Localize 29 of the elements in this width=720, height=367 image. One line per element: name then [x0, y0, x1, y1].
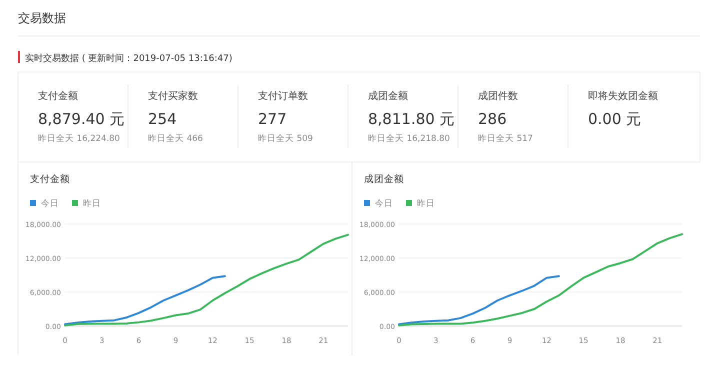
text: 254 — [148, 110, 177, 128]
chart-title: 支付金额 — [30, 173, 70, 185]
text: 286 — [478, 110, 507, 128]
text: 成团件数 — [478, 90, 518, 102]
line-series — [398, 275, 560, 326]
text: 交易数据 — [18, 11, 66, 25]
text: 昨日全天 509 — [258, 133, 313, 144]
text: 实时交易数据 ( 更新时间：2019-07-05 13:16:47) — [25, 53, 232, 64]
text: 277 — [258, 110, 287, 128]
text: 支付金额 — [38, 90, 78, 102]
text: 8,811.80 元 — [368, 110, 455, 128]
text: 8,879.40 元 — [38, 110, 125, 128]
text: 支付订单数 — [258, 90, 308, 102]
legend-label: 昨日 — [417, 198, 435, 209]
text: 昨日全天 466 — [148, 133, 203, 144]
text: 昨日全天 16,218.80 — [368, 133, 450, 144]
line-series — [398, 233, 683, 326]
text: 昨日全天 16,224.80 — [38, 133, 120, 144]
text: 即将失效团金额 — [588, 90, 658, 102]
legend-label: 今日 — [41, 198, 59, 209]
legend-label: 今日 — [375, 198, 393, 209]
text: 昨日全天 517 — [478, 133, 533, 144]
text: 支付买家数 — [148, 90, 198, 102]
legend-label: 昨日 — [83, 198, 101, 209]
line-series — [64, 275, 226, 326]
text: 成团金额 — [368, 90, 408, 102]
line-series — [64, 234, 349, 326]
text: 0.00 元 — [588, 110, 642, 128]
chart-title: 成团金额 — [364, 173, 404, 185]
